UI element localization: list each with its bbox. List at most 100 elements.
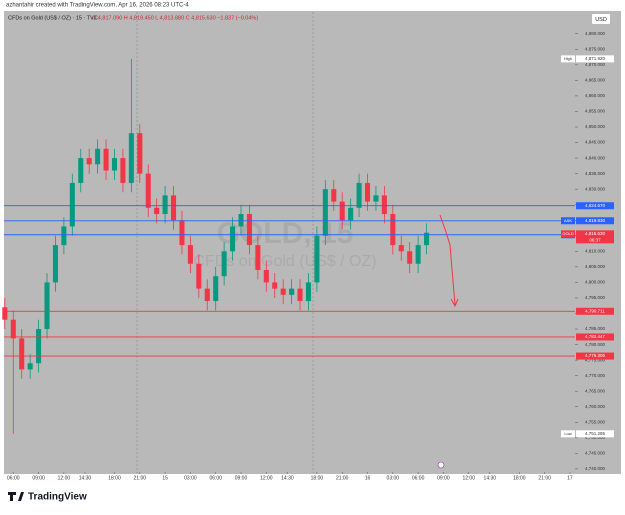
x-tick-label: 21:00 bbox=[538, 475, 551, 481]
candle-body bbox=[263, 269, 269, 283]
candle-body bbox=[137, 133, 143, 174]
logo-icon bbox=[8, 492, 24, 501]
x-tick-label: 03:00 bbox=[387, 475, 400, 481]
candle-body bbox=[61, 226, 67, 246]
price-tag-name-bg bbox=[561, 55, 575, 63]
candle-body bbox=[238, 214, 244, 227]
price-tag-name: Low bbox=[564, 431, 571, 436]
y-tick-label: 4,765.000 bbox=[585, 388, 606, 393]
price-tag-label: 4,871.920 bbox=[585, 56, 606, 61]
y-tick-label: 4,780.000 bbox=[585, 342, 606, 347]
y-tick-label: 4,785.000 bbox=[585, 326, 606, 331]
candle-body bbox=[78, 158, 84, 183]
x-tick-label: 09:00 bbox=[32, 475, 45, 481]
y-tick-label: 4,745.000 bbox=[585, 451, 606, 456]
candle-body bbox=[103, 148, 109, 171]
y-tick-label: 4,770.000 bbox=[585, 373, 606, 378]
price-tag bbox=[576, 333, 614, 341]
candle-body bbox=[398, 245, 404, 252]
price-tag bbox=[576, 307, 614, 315]
countdown-bg bbox=[576, 237, 614, 244]
candle-body bbox=[289, 288, 295, 295]
candle-body bbox=[373, 195, 379, 202]
candle-body bbox=[381, 195, 387, 215]
candle-body bbox=[246, 214, 252, 246]
candle-body bbox=[255, 245, 261, 270]
x-tick-label: 06:00 bbox=[209, 475, 222, 481]
projection-arrow bbox=[439, 214, 459, 308]
candle-body bbox=[331, 189, 337, 202]
candle-body bbox=[52, 245, 58, 283]
candle-body bbox=[297, 288, 303, 302]
candle-body bbox=[322, 189, 328, 236]
candle-body bbox=[179, 220, 185, 246]
y-tick-label: 4,850.000 bbox=[585, 124, 606, 129]
x-tick-label: 09:00 bbox=[437, 475, 450, 481]
candle-body bbox=[339, 201, 345, 221]
y-tick-label: 4,835.000 bbox=[585, 171, 606, 176]
candle-body bbox=[145, 173, 151, 208]
y-tick-label: 4,845.000 bbox=[585, 140, 606, 145]
candle-body bbox=[27, 363, 33, 370]
candle-body bbox=[170, 195, 177, 221]
candle-body bbox=[44, 282, 50, 330]
candle-body bbox=[364, 182, 371, 202]
candle-body bbox=[230, 226, 236, 252]
price-tag-label: 4,751.285 bbox=[585, 431, 606, 436]
countdown: 06:37 bbox=[589, 238, 601, 243]
y-tick-label: 4,750.000 bbox=[585, 435, 606, 440]
footer-logo: TradingView bbox=[8, 492, 87, 503]
price-tag-label: 4,776.306 bbox=[585, 353, 606, 358]
x-tick-label: 18:00 bbox=[108, 475, 121, 481]
x-tick-label: 15 bbox=[162, 475, 168, 481]
candle-body bbox=[111, 158, 118, 171]
price-tag-name: GOLD bbox=[562, 231, 573, 236]
currency-box bbox=[592, 14, 610, 24]
y-tick-label: 4,830.000 bbox=[585, 186, 606, 191]
candle-body bbox=[36, 329, 42, 364]
watermark: GOLD, 15 bbox=[217, 217, 354, 250]
x-tick-label: 14:30 bbox=[281, 475, 294, 481]
brand: TradingView bbox=[28, 492, 87, 503]
y-tick-label: 4,795.000 bbox=[585, 295, 606, 300]
price-tag bbox=[576, 430, 614, 438]
candle-body bbox=[356, 182, 362, 208]
ohlc: O 4,817.090 H 4,819.450 L 4,813.880 C 4,… bbox=[92, 15, 258, 21]
candle-body bbox=[154, 207, 160, 215]
candle-body bbox=[204, 288, 210, 302]
price-tag-label: 4,824.670 bbox=[585, 203, 606, 208]
y-tick-label: 4,775.000 bbox=[585, 357, 606, 362]
x-tick-label: 21:00 bbox=[336, 475, 349, 481]
y-tick-label: 4,755.000 bbox=[585, 419, 606, 424]
candle-body bbox=[187, 245, 193, 264]
y-tick-label: 4,855.000 bbox=[585, 109, 606, 114]
x-tick-label: 14:30 bbox=[484, 475, 497, 481]
symbol: CFDs on Gold (US$ / OZ) · 15 · TVC bbox=[8, 15, 98, 21]
event-marker bbox=[437, 461, 445, 469]
candle-body bbox=[196, 263, 202, 289]
x-tick-label: 21:00 bbox=[134, 475, 147, 481]
price-tag-name-bg bbox=[561, 430, 575, 438]
candle-body bbox=[162, 195, 168, 215]
x-tick-label: 06:00 bbox=[412, 475, 425, 481]
price-tag-name: ASK bbox=[564, 218, 572, 223]
candle-body bbox=[19, 338, 25, 370]
candle-body bbox=[10, 319, 16, 339]
price-tag-label: 4,782.447 bbox=[585, 334, 606, 339]
price-tag-label: 4,819.830 bbox=[585, 218, 606, 223]
x-tick-label: 18:00 bbox=[513, 475, 526, 481]
candle-body bbox=[120, 158, 126, 183]
candle-body bbox=[424, 232, 430, 246]
x-tick-label: 12:00 bbox=[58, 475, 71, 481]
x-tick-label: 09:00 bbox=[235, 475, 248, 481]
y-tick-label: 4,865.000 bbox=[585, 78, 606, 83]
candle-body bbox=[348, 207, 354, 221]
price-tag bbox=[576, 202, 614, 210]
y-tick-label: 4,810.000 bbox=[585, 249, 606, 254]
currency: USD bbox=[595, 17, 607, 23]
price-tag bbox=[576, 55, 614, 63]
price-tag-name-bg bbox=[561, 217, 575, 225]
x-tick-label: 18:00 bbox=[311, 475, 324, 481]
candle-body bbox=[221, 251, 227, 277]
